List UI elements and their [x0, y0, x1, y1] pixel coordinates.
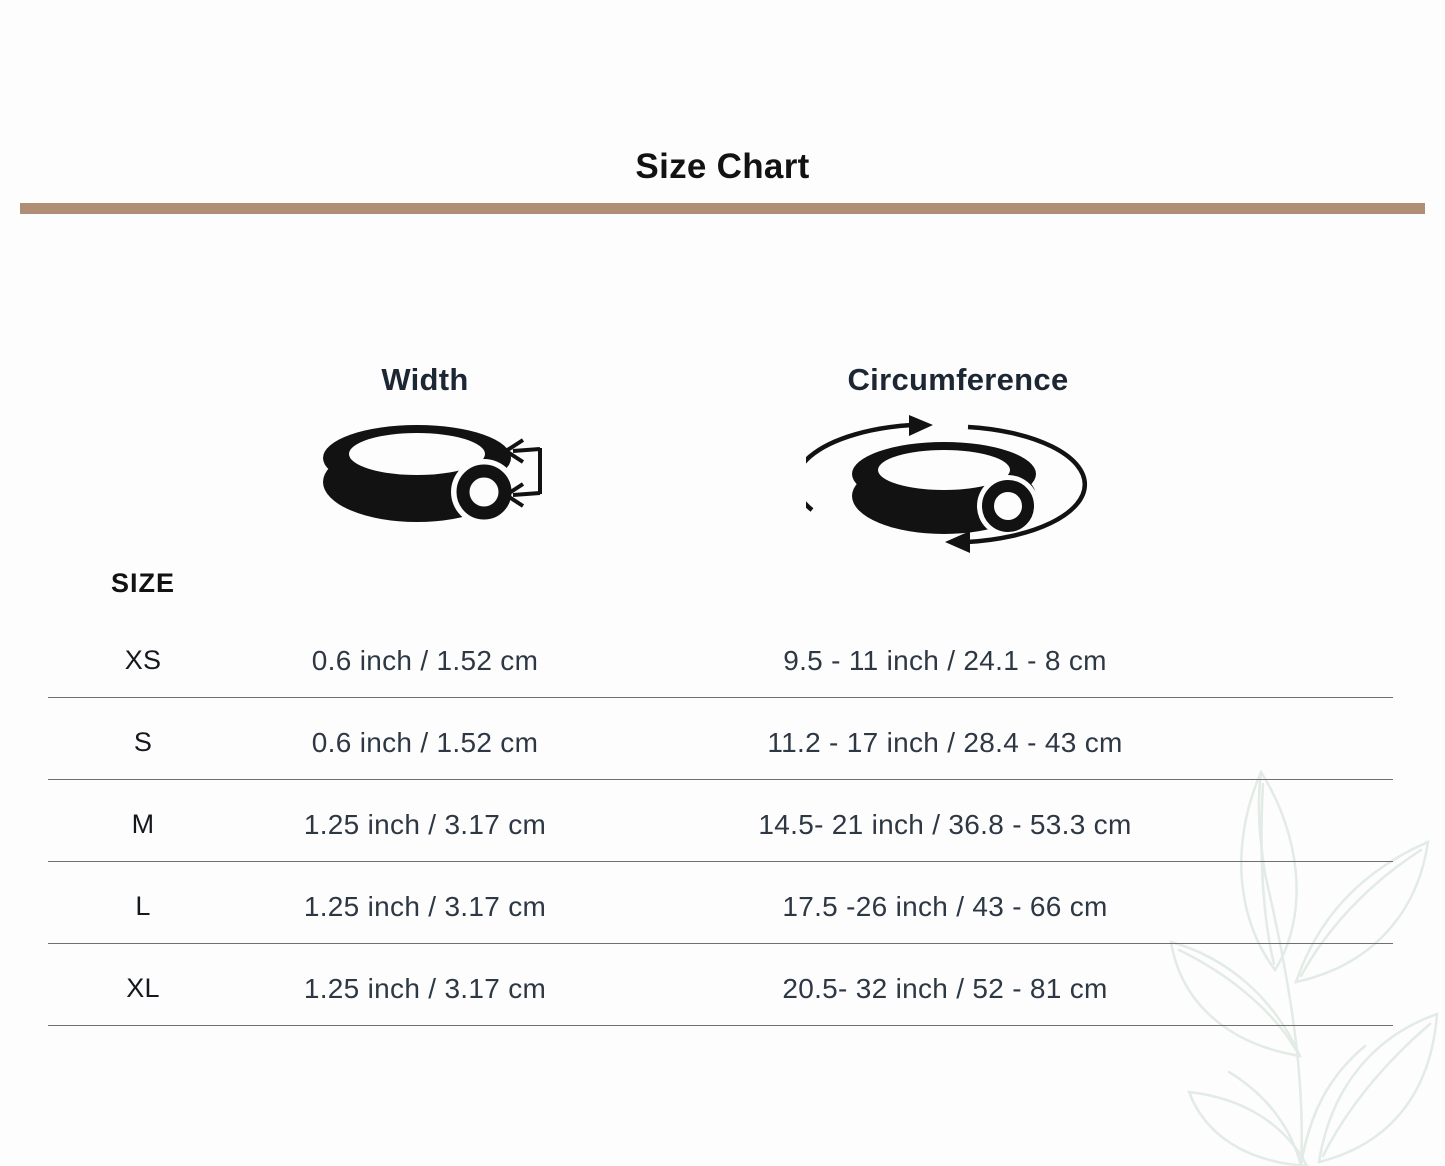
- table-row: S 0.6 inch / 1.52 cm 11.2 - 17 inch / 28…: [48, 698, 1393, 780]
- column-header-circumference: Circumference: [847, 362, 1069, 397]
- table-row: XL 1.25 inch / 3.17 cm 20.5- 32 inch / 5…: [48, 944, 1393, 1026]
- page-title: Size Chart: [635, 147, 810, 186]
- collar-width-icon: [323, 425, 542, 525]
- size-cell: XL: [126, 973, 160, 1003]
- size-table: XS 0.6 inch / 1.52 cm 9.5 - 11 inch / 24…: [48, 616, 1393, 1026]
- table-row: XS 0.6 inch / 1.52 cm 9.5 - 11 inch / 24…: [48, 616, 1393, 698]
- collar-band-icon: [323, 425, 517, 525]
- circumference-cell: 11.2 - 17 inch / 28.4 - 43 cm: [767, 726, 1123, 758]
- table-row: M 1.25 inch / 3.17 cm 14.5- 21 inch / 36…: [48, 780, 1393, 862]
- column-header-width: Width: [381, 362, 469, 397]
- leaf-decoration-art: [1169, 769, 1439, 1166]
- circumference-cell: 14.5- 21 inch / 36.8 - 53.3 cm: [758, 808, 1132, 840]
- size-cell: L: [135, 891, 151, 921]
- size-cell: XS: [124, 645, 162, 675]
- size-column-header: SIZE: [110, 568, 175, 598]
- rotation-arrows-icon: [806, 415, 1088, 553]
- width-cell: 0.6 inch / 1.52 cm: [311, 726, 539, 758]
- collar-band-icon: [852, 442, 1039, 537]
- width-cell: 1.25 inch / 3.17 cm: [303, 972, 547, 1004]
- size-cell: S: [133, 727, 153, 757]
- width-cell: 1.25 inch / 3.17 cm: [303, 890, 547, 922]
- width-cell: 0.6 inch / 1.52 cm: [311, 644, 539, 676]
- circumference-cell: 20.5- 32 inch / 52 - 81 cm: [782, 972, 1108, 1004]
- width-cell: 1.25 inch / 3.17 cm: [303, 808, 547, 840]
- size-cell: M: [131, 809, 155, 839]
- width-measure-arrows-icon: [502, 438, 542, 508]
- collar-circumference-icon: [806, 415, 1088, 553]
- circumference-cell: 17.5 -26 inch / 43 - 66 cm: [782, 890, 1108, 922]
- accent-divider-bar: [20, 203, 1425, 214]
- table-row: L 1.25 inch / 3.17 cm 17.5 -26 inch / 43…: [48, 862, 1393, 944]
- circumference-cell: 9.5 - 11 inch / 24.1 - 8 cm: [783, 644, 1107, 676]
